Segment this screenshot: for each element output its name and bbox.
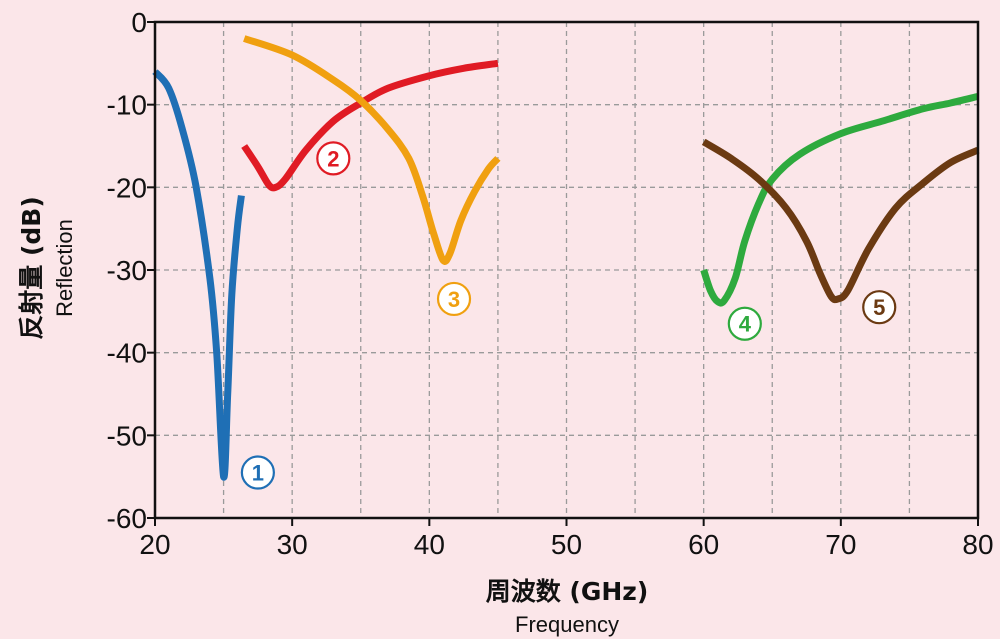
series-line-1 xyxy=(152,69,245,481)
y-tick-label: -40 xyxy=(107,338,147,369)
x-tick-label: 50 xyxy=(551,529,582,560)
series-line-5 xyxy=(701,138,980,304)
y-tick-label: -50 xyxy=(107,420,147,451)
x-axis-subtitle: Frequency xyxy=(515,612,619,637)
series-line-3 xyxy=(243,35,501,265)
series-marker-label-1: 1 xyxy=(252,461,264,486)
series-line-2 xyxy=(241,59,499,192)
x-tick-label: 20 xyxy=(139,529,170,560)
series-line-4 xyxy=(700,92,979,307)
series-marker-circle-3 xyxy=(436,281,472,317)
series-marker-label-4: 4 xyxy=(739,312,752,337)
x-tick-label: 70 xyxy=(825,529,856,560)
y-tick-label: 0 xyxy=(131,7,147,38)
x-tick-label: 80 xyxy=(962,529,993,560)
series-marker-circle-1 xyxy=(240,455,275,490)
x-tick-label: 60 xyxy=(688,529,719,560)
y-tick-label: -20 xyxy=(107,172,147,203)
grid-lines xyxy=(155,22,978,518)
series-marker-circle-5 xyxy=(862,290,897,325)
x-tick-label: 40 xyxy=(414,529,445,560)
y-tick-label: -30 xyxy=(107,255,147,286)
series-markers: 1 2 3 4 5 xyxy=(240,141,897,490)
y-axis-subtitle: Reflection xyxy=(52,219,77,317)
x-tick-label: 30 xyxy=(277,529,308,560)
y-axis-ticks: 0 -10 -20 -30 -40 -50 -60 xyxy=(107,7,155,534)
x-axis-title: 周波数 (GHz) xyxy=(486,577,649,606)
y-tick-label: -10 xyxy=(107,90,147,121)
y-tick-label: -60 xyxy=(107,503,147,534)
x-axis-ticks: 20 30 40 50 60 70 80 xyxy=(139,518,994,560)
series-marker-circle-4 xyxy=(727,306,762,341)
series-marker-circle-2 xyxy=(316,141,351,176)
series-marker-label-5: 5 xyxy=(873,295,885,320)
series-marker-label-3: 3 xyxy=(448,287,460,312)
y-axis-title: 反射量 (dB) xyxy=(17,196,46,340)
series-group xyxy=(152,35,980,481)
series-marker-label-2: 2 xyxy=(327,146,339,171)
